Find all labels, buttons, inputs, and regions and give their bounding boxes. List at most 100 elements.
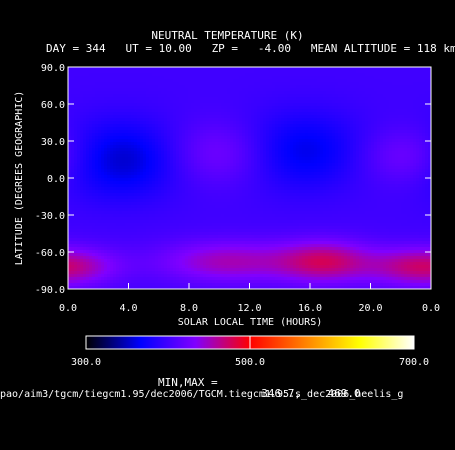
heatmap-cell (179, 139, 183, 143)
heatmap-cell (248, 133, 252, 137)
heatmap-cell (410, 163, 414, 167)
heatmap-cell (230, 67, 234, 71)
heatmap-cell (266, 124, 270, 128)
heatmap-cell (353, 91, 357, 95)
heatmap-cell (83, 112, 87, 116)
heatmap-cell (362, 112, 366, 116)
heatmap-cell (260, 148, 264, 152)
heatmap-cell (197, 73, 201, 77)
heatmap-cell (332, 160, 336, 164)
heatmap-cell (233, 121, 237, 125)
heatmap-cell (203, 142, 207, 146)
heatmap-cell (401, 169, 405, 173)
heatmap-cell (422, 148, 426, 152)
heatmap-cell (308, 88, 312, 92)
heatmap-cell (104, 106, 108, 110)
heatmap-cell (341, 118, 345, 122)
heatmap-cell (338, 172, 342, 176)
heatmap-cell (125, 106, 129, 110)
heatmap-cell (215, 76, 219, 80)
heatmap-cell (278, 73, 282, 77)
heatmap-cell (332, 109, 336, 113)
heatmap-cell (335, 181, 339, 185)
heatmap-cell (251, 160, 255, 164)
heatmap-cell (398, 133, 402, 137)
heatmap-cell (314, 76, 318, 80)
heatmap-cell (362, 160, 366, 164)
heatmap-cell (269, 136, 273, 140)
heatmap-cell (137, 175, 141, 179)
heatmap-cell (371, 112, 375, 116)
heatmap-cell (74, 157, 78, 161)
heatmap-cell (287, 187, 291, 191)
heatmap-cell (185, 151, 189, 155)
heatmap-cell (320, 97, 324, 101)
heatmap-cell (302, 106, 306, 110)
heatmap-cell (296, 148, 300, 152)
heatmap-cell (245, 178, 249, 182)
heatmap-cell (428, 160, 431, 164)
heatmap-cell (104, 181, 108, 185)
heatmap-cell (335, 109, 339, 113)
heatmap-cell (80, 184, 84, 188)
heatmap-cell (419, 175, 423, 179)
heatmap-cell (380, 76, 384, 80)
heatmap-cell (254, 130, 258, 134)
heatmap-cell (410, 73, 414, 77)
heatmap-cell (425, 148, 429, 152)
heatmap-cell (176, 97, 180, 101)
heatmap-cell (119, 115, 123, 119)
heatmap-cell (320, 175, 324, 179)
heatmap-cell (170, 79, 174, 83)
heatmap-cell (212, 112, 216, 116)
heatmap-cell (335, 130, 339, 134)
heatmap-cell (110, 145, 114, 149)
heatmap-cell (92, 166, 96, 170)
heatmap-cell (329, 85, 333, 89)
heatmap-cell (218, 136, 222, 140)
heatmap-cell (425, 85, 429, 89)
heatmap-cell (296, 181, 300, 185)
heatmap-cell (212, 79, 216, 83)
heatmap-cell (302, 145, 306, 149)
heatmap-cell (407, 178, 411, 182)
heatmap-cell (413, 70, 417, 74)
heatmap-cell (194, 79, 198, 83)
heatmap-cell (362, 67, 366, 71)
heatmap-cell (302, 100, 306, 104)
heatmap-cell (260, 91, 264, 95)
heatmap-cell (125, 145, 129, 149)
heatmap-cell (140, 67, 144, 71)
heatmap-cell (176, 130, 180, 134)
heatmap-cell (143, 100, 147, 104)
heatmap-cell (218, 82, 222, 86)
heatmap-cell (338, 148, 342, 152)
heatmap-cell (80, 151, 84, 155)
heatmap-cell (314, 142, 318, 146)
heatmap-cell (308, 151, 312, 155)
heatmap-cell (275, 175, 279, 179)
heatmap-cell (332, 181, 336, 185)
heatmap-cell (278, 82, 282, 86)
heatmap-cell (356, 67, 360, 71)
heatmap-cell (236, 70, 240, 74)
heatmap-cell (137, 67, 141, 71)
heatmap-cell (200, 184, 204, 188)
heatmap-cell (236, 154, 240, 158)
heatmap-cell (161, 175, 165, 179)
heatmap-cell (170, 70, 174, 74)
heatmap-cell (131, 103, 135, 107)
heatmap-cell (185, 100, 189, 104)
heatmap-cell (254, 151, 258, 155)
heatmap-cell (314, 178, 318, 182)
heatmap-cell (86, 76, 90, 80)
heatmap-cell (302, 157, 306, 161)
heatmap-cell (263, 70, 267, 74)
heatmap-cell (296, 175, 300, 179)
heatmap-cell (134, 169, 138, 173)
heatmap-cell (200, 73, 204, 77)
heatmap-cell (374, 139, 378, 143)
heatmap-cell (95, 181, 99, 185)
heatmap-cell (242, 100, 246, 104)
heatmap-cell (350, 169, 354, 173)
